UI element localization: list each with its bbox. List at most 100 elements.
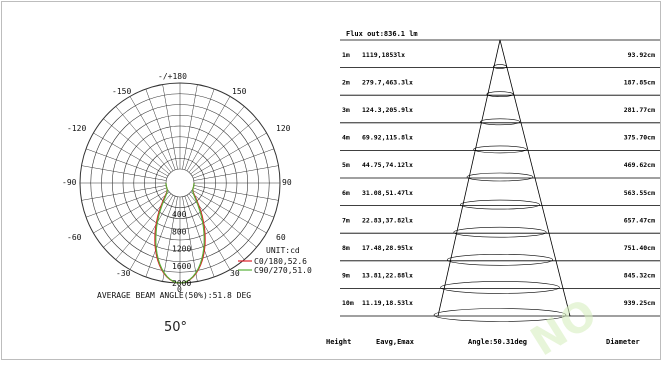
angle-label-bottom-left: -30 bbox=[116, 269, 131, 278]
polar-chart: -/+180 -150 150 -120 120 -90 90 -60 60 -… bbox=[62, 72, 312, 335]
flux-label: Flux out:836.1 lm bbox=[346, 30, 418, 38]
polar-spoke bbox=[190, 118, 257, 175]
row-diameter: 375.70cm bbox=[624, 134, 655, 142]
angle-label-left: -90 bbox=[62, 178, 77, 187]
polar-spoke bbox=[145, 88, 176, 170]
radial-tick-labels: 400 800 1200 1600 2000 bbox=[172, 210, 191, 288]
row-diameter: 281.77cm bbox=[624, 106, 655, 114]
row-diameter: 751.40cm bbox=[624, 244, 655, 252]
beam-angle-title: 50° bbox=[164, 320, 187, 335]
cone-outline bbox=[437, 39, 571, 317]
polar-spoke bbox=[81, 165, 167, 181]
unit-label: UNIT:cd bbox=[266, 246, 300, 255]
row-diameter: 563.55cm bbox=[624, 189, 655, 197]
row-illuminance: 31.08,51.47lx bbox=[362, 189, 413, 197]
radial-tick-label: 2000 bbox=[172, 279, 191, 288]
legend-entry-c90: C90/270,51.0 bbox=[254, 266, 312, 275]
polar-spoke bbox=[129, 194, 174, 270]
polar-spoke bbox=[193, 148, 275, 179]
candela-curve-1 bbox=[155, 183, 205, 284]
row-height: 4m bbox=[342, 134, 350, 142]
polar-spoke bbox=[85, 187, 167, 218]
beam-ellipse bbox=[446, 253, 554, 266]
angle-label-upper-left: -150 bbox=[112, 87, 131, 96]
polar-spoke bbox=[93, 132, 169, 177]
polar-spoke bbox=[193, 185, 279, 201]
polar-spoke bbox=[145, 196, 176, 278]
figure-frame bbox=[1, 1, 661, 360]
polar-spoke bbox=[129, 96, 174, 172]
angle-label-bottom: 0 bbox=[177, 285, 182, 294]
row-height: 9m bbox=[342, 272, 350, 280]
header-angle: Angle:50.31deg bbox=[468, 338, 527, 346]
row-height: 3m bbox=[342, 106, 350, 114]
polar-spoke bbox=[186, 96, 231, 172]
beam-ellipse bbox=[440, 281, 560, 294]
row-illuminance: 22.83,37.82lx bbox=[362, 216, 413, 224]
radial-tick-label: 400 bbox=[172, 210, 187, 219]
cone-chart: Flux out:836.1 lm 1m 1119,1853lx 93.92cm 2m… bbox=[326, 30, 660, 346]
polar-spoke bbox=[93, 189, 169, 234]
polar-spoke bbox=[85, 148, 167, 179]
polar-spoke bbox=[191, 132, 267, 177]
angle-label-lower-right: 60 bbox=[276, 233, 286, 242]
row-diameter: 93.92cm bbox=[628, 51, 655, 59]
beam-ellipse bbox=[486, 91, 514, 97]
angle-label-mid-upper-right: 120 bbox=[276, 124, 291, 133]
angle-label-bottom-right: 30 bbox=[230, 269, 240, 278]
polar-spoke bbox=[182, 84, 198, 170]
polar-spoke bbox=[184, 88, 215, 170]
polar-spoke bbox=[162, 84, 178, 170]
beam-ellipse bbox=[453, 226, 547, 238]
polar-spoke bbox=[191, 189, 267, 234]
row-illuminance: 44.75,74.12lx bbox=[362, 161, 413, 169]
row-illuminance: 13.81,22.88lx bbox=[362, 272, 413, 280]
row-illuminance: 11.19,18.53lx bbox=[362, 299, 413, 307]
row-diameter: 657.47cm bbox=[624, 216, 655, 224]
row-height: 8m bbox=[342, 244, 350, 252]
beam-ellipse bbox=[466, 172, 534, 182]
polar-curves bbox=[154, 183, 206, 284]
angle-label-upper-right: 150 bbox=[232, 87, 247, 96]
row-illuminance: 279.7,463.3lx bbox=[362, 78, 413, 86]
radial-tick-label: 1200 bbox=[172, 245, 191, 254]
cone-rows: 1m 1119,1853lx 93.92cm 2m 279.7,463.3lx 187.8… bbox=[340, 51, 660, 322]
row-diameter: 845.32cm bbox=[624, 272, 655, 280]
row-height: 7m bbox=[342, 216, 350, 224]
polar-spoke bbox=[193, 165, 279, 181]
header-height: Height bbox=[326, 338, 351, 346]
polar-spoke bbox=[184, 196, 215, 278]
polar-spoke bbox=[115, 106, 172, 173]
polar-spoke bbox=[188, 106, 245, 173]
angle-label-mid-upper-left: -120 bbox=[67, 124, 86, 133]
row-diameter: 939.25cm bbox=[624, 299, 655, 307]
beam-ellipse bbox=[479, 118, 521, 126]
row-diameter: 469.62cm bbox=[624, 161, 655, 169]
beam-ellipse bbox=[433, 308, 567, 322]
polar-spoke bbox=[162, 196, 178, 282]
beam-angle-caption: AVERAGE BEAM ANGLE(50%):51.8 DEG bbox=[97, 291, 251, 300]
row-illuminance: 17.48,28.95lx bbox=[362, 244, 413, 252]
polar-spoke bbox=[103, 118, 170, 175]
polar-spoke bbox=[193, 187, 275, 218]
beam-ellipse bbox=[473, 145, 527, 154]
polar-spoke bbox=[190, 191, 257, 248]
row-illuminance: 69.92,115.8lx bbox=[362, 134, 413, 142]
row-height: 5m bbox=[342, 161, 350, 169]
polar-grid bbox=[79, 82, 281, 284]
angle-label-top: -/+180 bbox=[158, 72, 187, 81]
header-illuminance: Eavg,Emax bbox=[376, 338, 415, 346]
row-height: 1m bbox=[342, 51, 350, 59]
radial-tick-label: 800 bbox=[172, 227, 187, 236]
polar-spoke bbox=[186, 194, 231, 270]
angle-label-lower-left: -60 bbox=[67, 233, 82, 242]
radial-tick-label: 1600 bbox=[172, 262, 191, 271]
beam-ellipse bbox=[460, 199, 540, 210]
row-illuminance: 1119,1853lx bbox=[362, 51, 405, 59]
polar-spoke bbox=[182, 196, 198, 282]
polar-spoke bbox=[103, 191, 170, 248]
legend-entry-c0: C0/180,52.6 bbox=[254, 257, 307, 266]
row-illuminance: 124.3,205.9lx bbox=[362, 106, 413, 114]
row-height: 10m bbox=[342, 299, 354, 307]
polar-spoke bbox=[81, 185, 167, 201]
